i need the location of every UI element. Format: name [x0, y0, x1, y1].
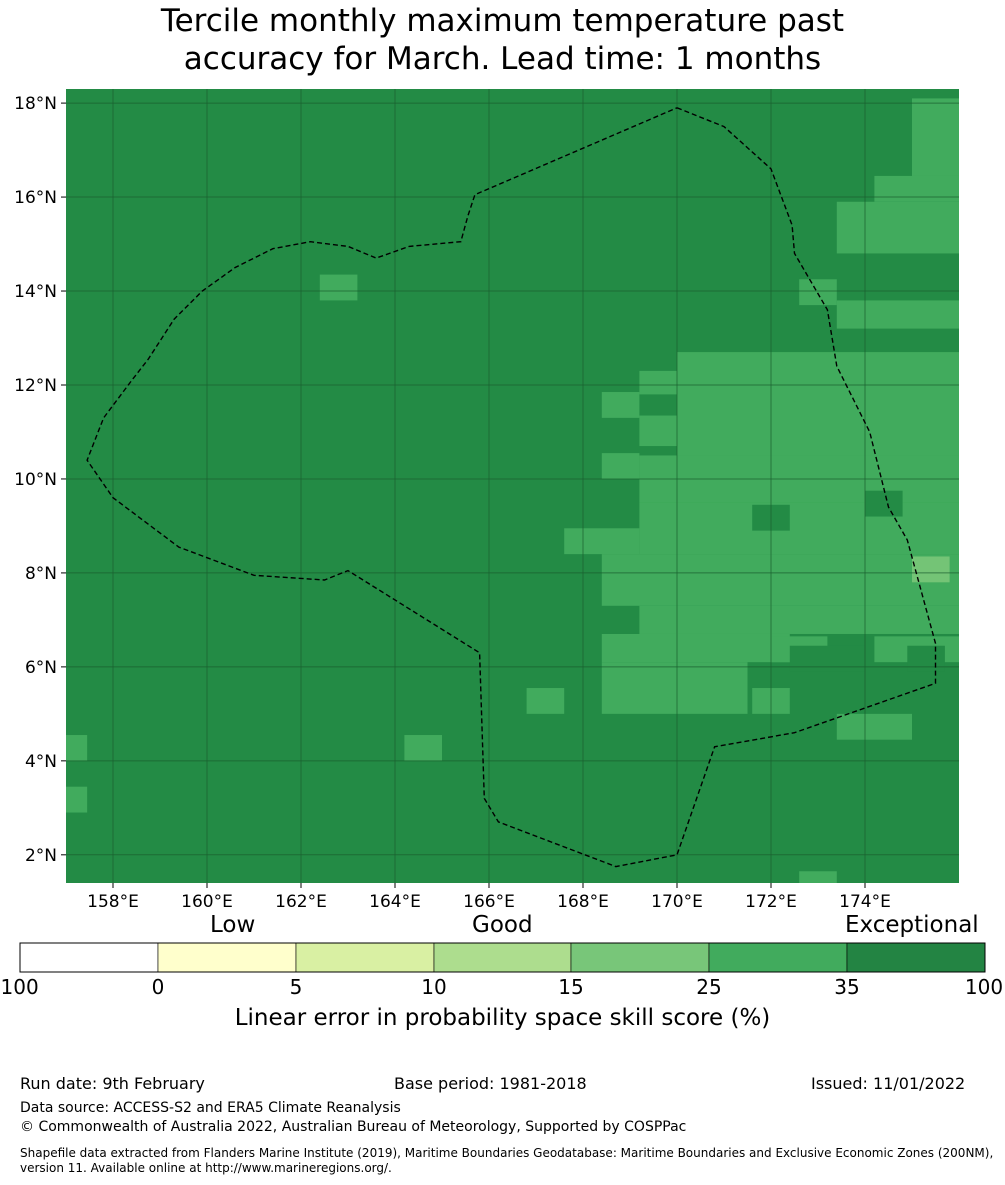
colorbar-tick: 100 — [964, 975, 1004, 999]
title-line-2: accuracy for March. Lead time: 1 months — [183, 41, 822, 77]
colorbar-category-exceptional: Exceptional — [845, 912, 979, 938]
lat-label: 16°N — [14, 188, 57, 208]
data-source: Data source: ACCESS-S2 and ERA5 Climate … — [20, 1100, 401, 1116]
colorbar-tick: 25 — [696, 975, 722, 999]
colorbar-tick: -100 — [0, 975, 39, 999]
base-period: Base period: 1981-2018 — [394, 1074, 587, 1093]
skill-cell-high — [836, 713, 912, 740]
skill-cell-high — [601, 662, 748, 714]
skill-cell-high — [601, 633, 790, 663]
skill-cell-high — [564, 528, 640, 555]
lon-label: 170°E — [651, 892, 703, 912]
shapefile-credit: Shapefile data extracted from Flanders M… — [20, 1146, 993, 1176]
chart-title: Tercile monthly maximum temperature past… — [0, 2, 1005, 78]
skill-cell-high — [874, 175, 959, 202]
lat-label: 12°N — [14, 376, 57, 396]
skill-cell-high — [639, 370, 677, 395]
skill-cell-high — [639, 415, 677, 447]
skill-cell-high — [601, 453, 640, 479]
skill-cell-high — [601, 554, 959, 606]
eez-boundary — [86, 107, 937, 868]
run-date: Run date: 9th February — [20, 1074, 205, 1093]
lat-label: 18°N — [14, 94, 57, 114]
lon-label: 164°E — [369, 892, 421, 912]
lat-label: 14°N — [14, 282, 57, 302]
lat-label: 4°N — [25, 752, 57, 772]
colorbar-segment — [157, 942, 297, 973]
colorbar-label: Linear error in probability space skill … — [234, 1005, 771, 1031]
skill-cell-exceptional — [865, 490, 903, 517]
lon-label: 160°E — [181, 892, 233, 912]
copyright: © Commonwealth of Australia 2022, Austra… — [20, 1119, 687, 1135]
map-figure: 18°N 16°N 14°N 12°N 10°N 8°N 6°N 4°N 2°N 158°E 160… — [14, 89, 986, 973]
skill-cell-high — [677, 352, 959, 456]
skill-cell-high — [66, 786, 88, 813]
shapefile-credit-line-1: Shapefile data extracted from Flanders M… — [20, 1146, 994, 1160]
colorbar-segment — [570, 942, 710, 973]
colorbar-tick: 0 — [151, 975, 165, 999]
lon-label: 166°E — [463, 892, 515, 912]
lat-label: 2°N — [25, 846, 57, 866]
colorbar-frame — [19, 942, 986, 973]
skill-cell-high — [836, 300, 959, 329]
skill-cell-exceptional — [789, 645, 865, 672]
colorbar-segment — [19, 942, 159, 973]
lat-label: 6°N — [25, 658, 57, 678]
colorbar-segment — [708, 942, 848, 973]
colorbar-tick: 15 — [558, 975, 584, 999]
lat-label: 8°N — [25, 564, 57, 584]
colorbar-tick: 35 — [834, 975, 860, 999]
lon-label: 168°E — [557, 892, 609, 912]
colorbar-tick: 5 — [289, 975, 303, 999]
skill-cell-high — [404, 735, 442, 761]
colorbar-segment — [295, 942, 435, 973]
skill-cell-high — [601, 392, 640, 418]
colorbar-segment — [433, 942, 572, 973]
colorbar-segment — [846, 942, 986, 973]
shapefile-credit-line-2: version 11. Available online at http://w… — [20, 1161, 392, 1175]
skill-cell-high — [799, 871, 837, 883]
title-line-1: Tercile monthly maximum temperature past — [160, 3, 845, 39]
issued-date: Issued: 11/01/2022 — [811, 1074, 966, 1093]
lon-label: 172°E — [745, 892, 797, 912]
lat-label: 10°N — [14, 470, 57, 490]
lon-label: 162°E — [275, 892, 327, 912]
skill-cell-high — [319, 274, 358, 301]
colorbar-category-low: Low — [210, 912, 256, 938]
skill-cell-high — [639, 502, 959, 555]
skill-cell-high — [66, 735, 88, 761]
colorbar-category-good: Good — [472, 912, 533, 938]
colorbar-tick: 10 — [421, 975, 447, 999]
skill-cell-high — [912, 98, 959, 179]
skill-cell-high — [526, 688, 565, 714]
skill-cell-high — [799, 279, 837, 306]
lon-label: 174°E — [839, 892, 891, 912]
skill-cell-high — [836, 201, 959, 254]
skill-cell-high — [639, 605, 959, 634]
skill-cell-exceptional — [907, 645, 945, 672]
lon-label: 158°E — [87, 892, 139, 912]
